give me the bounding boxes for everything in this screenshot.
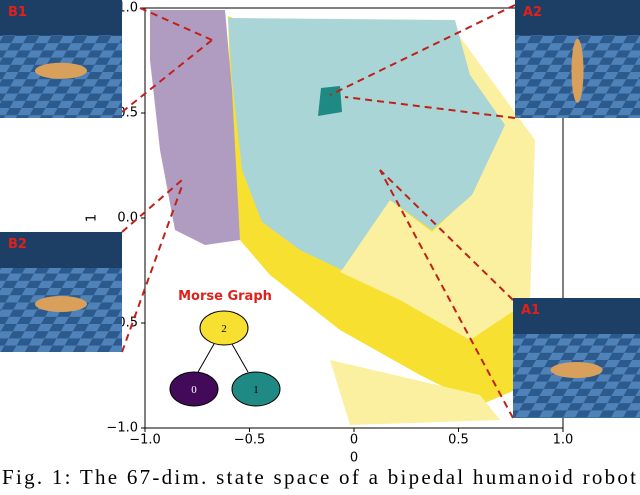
caption: Fig. 1: The 67-dim. state space of a bip… <box>2 465 636 489</box>
y-tick-label: 1.0 <box>117 1 138 16</box>
edge <box>197 343 215 373</box>
panel-sky <box>0 0 122 36</box>
panel-label: A1 <box>521 303 540 318</box>
x-tick-label: −1.0 <box>129 433 161 448</box>
panel-sky <box>513 298 640 334</box>
panel-sky <box>0 232 122 268</box>
y-axis-label: 1 <box>85 214 100 222</box>
connectors <box>121 4 516 419</box>
node <box>169 371 219 407</box>
panel-label: B1 <box>8 5 27 20</box>
panel-label: A2 <box>523 5 542 20</box>
panel-sky <box>515 0 640 36</box>
morse-graph: Morse Graph 2 0 1 <box>169 289 281 407</box>
plot-area <box>141 7 564 432</box>
edge <box>231 343 249 373</box>
robot <box>571 38 584 103</box>
region-light-yellow-low <box>330 360 500 425</box>
panel-label: B2 <box>8 237 27 252</box>
node <box>199 310 249 346</box>
y-tick-label: −1.0 <box>106 421 138 436</box>
y-tick-label: 0.5 <box>117 106 138 121</box>
region-purple <box>150 10 240 245</box>
node-label: 0 <box>191 384 197 396</box>
x-tick-label: 1.0 <box>553 433 574 448</box>
region-cyan <box>228 18 505 270</box>
panels: B1 A2 B2 A1 <box>0 0 640 418</box>
x-tick-label: 0 <box>350 433 358 448</box>
y-tick-label: 0.0 <box>117 211 138 226</box>
x-tick-label: −0.5 <box>234 433 266 448</box>
node-label: 1 <box>253 384 259 396</box>
robot <box>550 362 603 378</box>
node <box>231 371 281 407</box>
robot <box>35 62 87 79</box>
node-label: 2 <box>221 323 227 335</box>
region-teal <box>318 86 342 116</box>
x-tick-label: 0.5 <box>448 433 469 448</box>
morse-title: Morse Graph <box>178 289 272 304</box>
robot <box>35 296 87 312</box>
x-axis-label: 0 <box>350 451 358 466</box>
